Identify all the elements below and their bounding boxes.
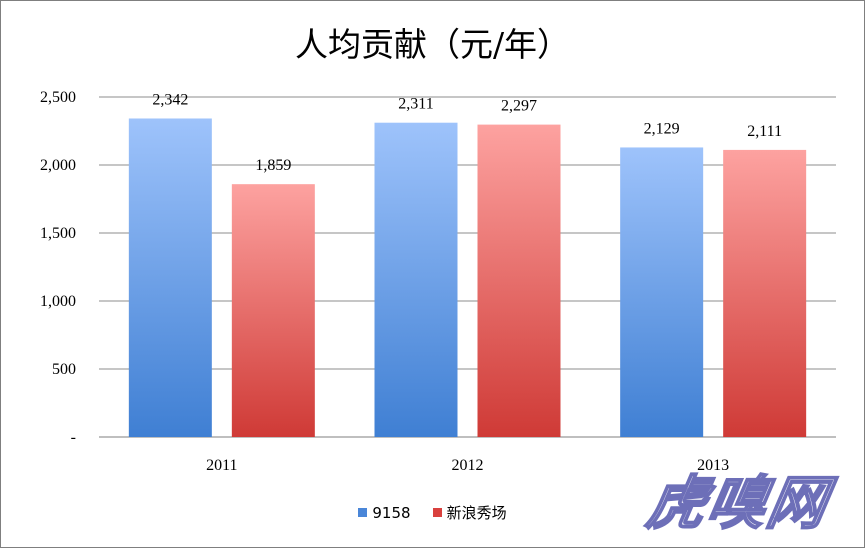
x-tick-label: 2011 xyxy=(206,457,237,474)
legend-item-9158: 9158 xyxy=(358,502,411,523)
data-label: 2,342 xyxy=(152,91,188,108)
y-tick-label: 1,500 xyxy=(40,225,76,242)
bar-9158-2012 xyxy=(374,122,458,437)
legend: 9158 新浪秀场 xyxy=(0,502,865,523)
legend-label-9158: 9158 xyxy=(372,503,411,522)
data-label: 2,111 xyxy=(747,123,782,140)
legend-swatch-blue xyxy=(358,508,368,517)
x-tick-label: 2013 xyxy=(697,457,729,474)
data-label: 2,311 xyxy=(398,96,433,113)
y-tick-label: 500 xyxy=(52,361,76,378)
bar-9158-2013 xyxy=(620,147,704,437)
y-tick-label: 1,000 xyxy=(40,293,76,310)
legend-label-sina: 新浪秀场 xyxy=(446,504,507,522)
data-label: 2,297 xyxy=(501,98,537,115)
legend-item-sina: 新浪秀场 xyxy=(432,502,507,523)
bar-9158-2011 xyxy=(128,118,212,437)
watermark-logo: 虎嗅网 xyxy=(641,468,835,538)
bar-sina-2011 xyxy=(231,184,315,437)
legend-swatch-red xyxy=(432,508,442,517)
y-tick-label: - xyxy=(71,429,76,446)
chart-title: 人均贡献（元/年） xyxy=(294,25,571,64)
y-tick-label: 2,000 xyxy=(40,157,76,174)
bar-sina-2013 xyxy=(723,149,807,438)
x-tick-label: 2012 xyxy=(452,457,484,474)
data-label: 2,129 xyxy=(644,120,680,137)
bar-sina-2012 xyxy=(477,124,561,437)
y-tick-label: 2,500 xyxy=(40,89,76,106)
data-label: 1,859 xyxy=(255,157,291,174)
